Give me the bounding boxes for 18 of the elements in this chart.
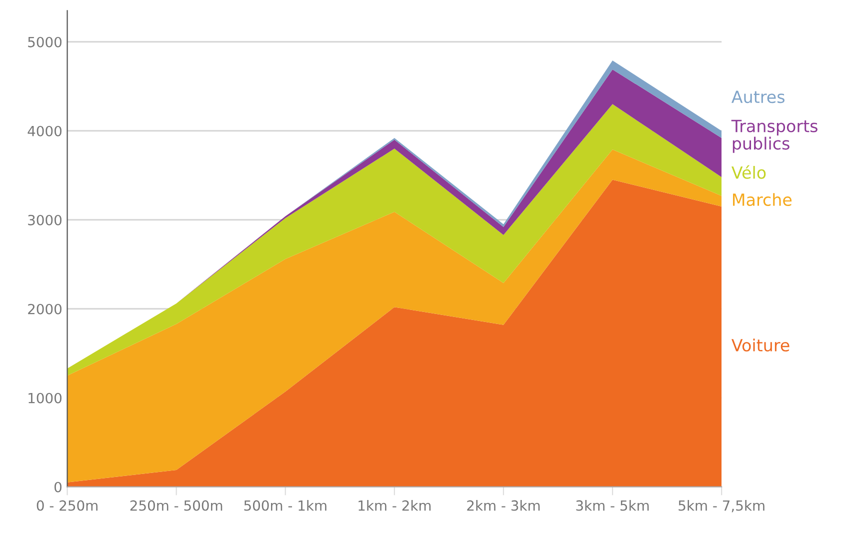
x-tick-label: 2km - 3km xyxy=(467,500,540,511)
x-tick-label: 3km - 5km xyxy=(576,500,649,511)
y-tick-label: 4000 xyxy=(28,126,62,136)
series-label: Transports publics xyxy=(731,120,818,153)
x-tick-label: 1km - 2km xyxy=(358,500,431,511)
x-tick-label: 250m - 500m xyxy=(130,500,222,511)
y-tick-label: 5000 xyxy=(28,36,62,48)
y-tick-label: 0 xyxy=(54,482,62,492)
x-tick-label: 500m - 1km xyxy=(244,500,326,511)
x-tick-label: 5km - 7,5km xyxy=(678,500,764,512)
series-label: Marche xyxy=(733,193,792,206)
x-tick-label: 0 - 250m xyxy=(36,500,98,511)
y-tick-label: 3000 xyxy=(28,214,62,226)
y-tick-label: 2000 xyxy=(28,304,62,314)
y-tick-label: 1000 xyxy=(28,392,62,404)
series-label: Voiture xyxy=(732,338,790,352)
series-label: Autres xyxy=(732,90,784,104)
series-label: Vélo xyxy=(732,165,766,179)
